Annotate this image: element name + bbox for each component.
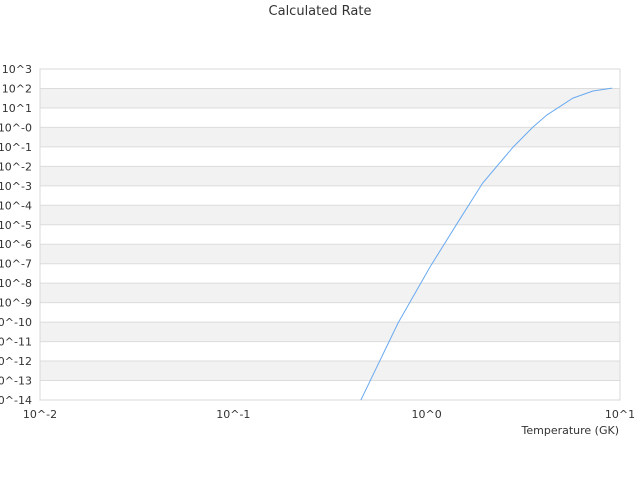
- y-tick-label: 10^-10: [0, 316, 32, 329]
- y-tick-label: 10^-9: [0, 297, 32, 310]
- y-tick-label: 10^-12: [0, 355, 32, 368]
- y-tick-label: 10^-3: [0, 180, 32, 193]
- grid-band: [40, 361, 620, 381]
- grid-band: [40, 322, 620, 342]
- y-tick-label: 10^-5: [0, 219, 32, 232]
- y-tick-label: 10^-1: [0, 141, 32, 154]
- y-tick-label: 10^-0: [0, 121, 32, 134]
- y-tick-label: 10^-4: [0, 199, 32, 212]
- grid-band: [40, 127, 620, 147]
- y-tick-label: 10^-2: [0, 160, 32, 173]
- x-tick-label: 10^0: [412, 408, 442, 421]
- y-tick-label: 10^-13: [0, 375, 32, 388]
- x-axis-label: Temperature (GK): [521, 424, 620, 437]
- x-tick-label: 10^-1: [216, 408, 250, 421]
- plot-border: [39, 68, 621, 401]
- y-tick-label: 10^3: [2, 63, 32, 76]
- grid-band: [40, 283, 620, 303]
- y-tick-label: 10^1: [2, 102, 32, 115]
- grid-band: [40, 244, 620, 264]
- y-tick-label: 10^-8: [0, 277, 32, 290]
- y-tick-label: 10^-14: [0, 394, 32, 407]
- grid-band: [40, 88, 620, 108]
- y-tick-label: 10^-11: [0, 336, 32, 349]
- y-tick-label: 10^-7: [0, 258, 32, 271]
- grid-band: [40, 166, 620, 186]
- x-tick-label: 10^-2: [23, 408, 57, 421]
- grid-band: [40, 205, 620, 225]
- y-tick-label: 10^-6: [0, 238, 32, 251]
- series-line: [360, 87, 613, 401]
- chart-title: Calculated Rate: [268, 4, 372, 19]
- y-tick-label: 10^2: [2, 82, 32, 95]
- x-tick-label: 10^1: [605, 408, 635, 421]
